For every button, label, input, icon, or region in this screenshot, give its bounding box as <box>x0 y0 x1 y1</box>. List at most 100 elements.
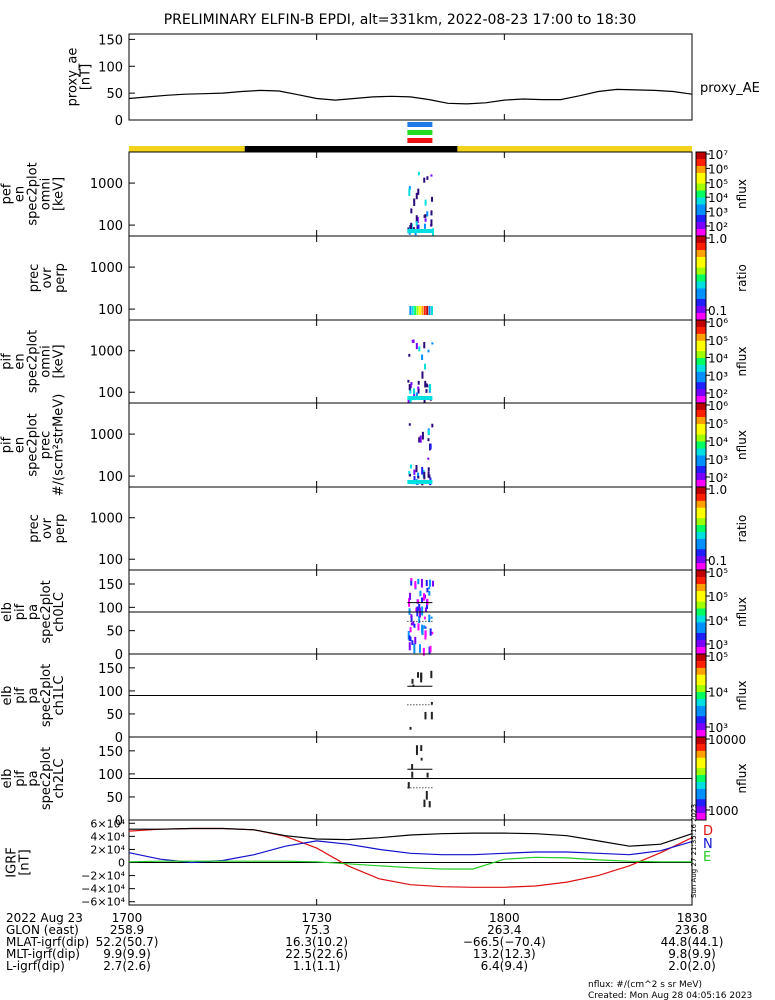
flux-cell <box>417 380 420 385</box>
y-tick-label: 0 <box>115 814 123 829</box>
flux-cell <box>427 349 430 353</box>
colorbar-swatch <box>696 169 706 174</box>
colorbar-swatch <box>696 260 706 265</box>
colorbar-swatch <box>696 313 706 317</box>
colorbar-swatch <box>696 159 706 163</box>
colorbar-swatch <box>696 598 706 602</box>
pa-cell <box>411 771 414 778</box>
pa-cell <box>417 672 420 678</box>
colorbar-tick-label: 10⁶ <box>708 316 728 330</box>
colorbar-swatch <box>696 225 706 230</box>
colorbar-swatch <box>696 410 706 414</box>
igrf-ylabel-line: IGRF <box>5 847 20 877</box>
flux-cell <box>424 199 427 206</box>
colorbar-swatch <box>696 504 706 509</box>
flux-cell <box>417 171 420 176</box>
pa-cell <box>410 615 413 622</box>
colorbar-swatch <box>696 612 706 616</box>
ephemeris-value: −66.5(−70.4) <box>463 935 546 949</box>
colorbar-swatch <box>696 500 706 505</box>
ephemeris-table: 2022 Aug 23 1700 1730 1800 1830 GLON (east) 25… <box>6 911 723 973</box>
flux-cell <box>415 215 418 223</box>
ratio-cell <box>414 306 417 315</box>
ephemeris-value: 1830 <box>677 911 708 925</box>
colorbar-swatch <box>696 587 706 592</box>
y-tick-label: 100 <box>98 553 123 568</box>
flux-cell <box>427 438 430 442</box>
ephemeris-value: 22.5(22.6) <box>285 947 348 961</box>
colorbar-swatch <box>696 320 706 324</box>
panel-ylabel-line: en <box>13 353 28 369</box>
colorbar-tick-label: 10⁵ <box>708 177 728 191</box>
colorbar-swatch <box>696 549 706 554</box>
pa-cell <box>429 645 432 653</box>
flux-cell <box>417 224 420 232</box>
ephemeris-value: 52.2(50.7) <box>96 935 159 949</box>
flux-cell <box>423 471 426 478</box>
colorbar-swatch <box>696 382 706 387</box>
flux-cell <box>424 218 427 222</box>
colorbar-tick-label: 10³ <box>708 453 728 467</box>
colorbar-swatch <box>696 229 706 233</box>
y-tick-label: 6×10⁴ <box>90 817 125 830</box>
colorbar-swatch <box>696 299 706 303</box>
flux-cell <box>416 224 419 230</box>
colorbar-swatch <box>696 573 706 578</box>
flux-cell <box>431 423 434 428</box>
colorbar-tick-label: 0.1 <box>708 554 727 568</box>
pa-cell <box>410 614 413 618</box>
panel-ylabel-line: #/(scm²strMeV) <box>52 394 67 497</box>
colorbar-swatch <box>696 152 706 156</box>
pa-cell <box>420 672 423 680</box>
colorbar-swatch <box>696 702 706 707</box>
colorbar-swatch <box>696 688 706 693</box>
panel-ylabel-line: pif <box>13 687 28 704</box>
panel-ylabel-line: en <box>13 186 28 202</box>
colorbar-swatch <box>696 580 706 585</box>
colorbar-swatch <box>696 183 706 188</box>
panel-ylabel-line: pa <box>26 770 41 786</box>
y-tick-label: −4×10⁴ <box>81 883 125 896</box>
pa-cell <box>428 590 431 596</box>
panel-ylabel-line: omni <box>39 178 54 210</box>
pa-cell <box>410 578 413 581</box>
ephemeris-row-label: GLON (east) <box>6 923 79 937</box>
flux-cell <box>410 382 413 386</box>
flux-cell <box>421 354 424 361</box>
pa-cell <box>426 772 429 778</box>
colorbar-swatch <box>696 364 706 369</box>
y-tick-label: 100 <box>98 685 123 700</box>
colorbar-tick-label: 10³ <box>708 638 728 652</box>
panel-ylabel-line: spec2plot <box>26 413 41 476</box>
colorbar-swatch <box>696 480 706 484</box>
flux-cell <box>409 386 412 394</box>
colorbar-swatch <box>696 326 706 331</box>
colorbar-swatch <box>696 566 706 571</box>
flux-cell <box>430 210 433 216</box>
pa-cell <box>410 578 413 586</box>
colorbar-swatch <box>696 730 706 735</box>
y-tick-label: 100 <box>98 768 123 783</box>
colorbar-swatch <box>696 740 706 745</box>
pa-cell <box>430 616 433 619</box>
colorbar-swatch <box>696 518 706 523</box>
panel-ylabel-line: elb <box>0 184 2 204</box>
flux-cell <box>407 379 410 383</box>
colorbar-swatch <box>696 525 706 529</box>
colorbar-swatch <box>696 278 706 282</box>
colorbar-swatch <box>696 375 706 380</box>
colorbar-swatch <box>696 785 706 790</box>
colorbar-tick-label: 10⁵ <box>708 650 728 664</box>
pa-cell <box>408 642 411 651</box>
flux-cell <box>424 380 427 388</box>
igrf-legend-d: D <box>703 824 713 839</box>
colorbar-swatch <box>696 775 706 779</box>
panel-ylabel-line: elb <box>0 602 15 622</box>
pa-cell <box>431 631 434 635</box>
panel-ylabel-line: en <box>13 437 28 453</box>
flux-cell <box>408 186 411 190</box>
flux-cell <box>425 383 428 387</box>
colorbar-tick-label: 1.0 <box>708 483 727 497</box>
flux-cell <box>430 174 433 177</box>
